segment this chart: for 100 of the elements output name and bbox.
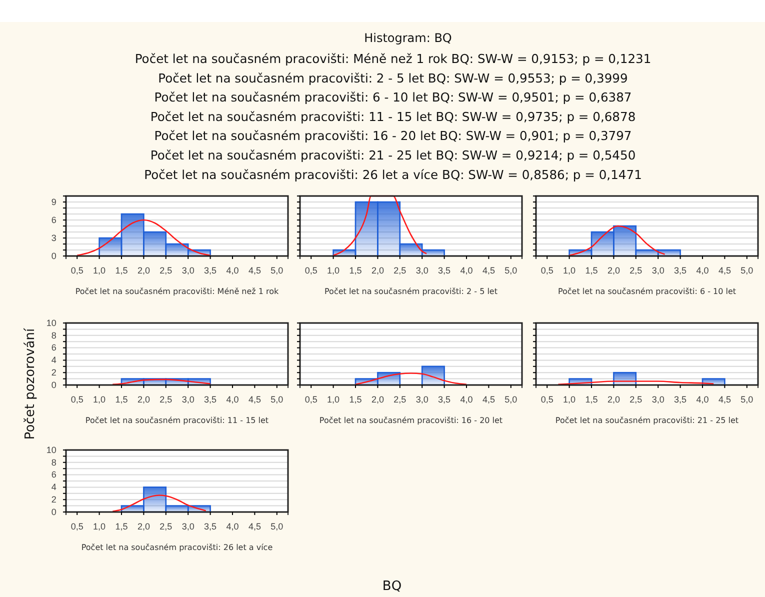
x-tick-label: 1,0 [563, 266, 576, 276]
x-tick-label: 2,0 [137, 266, 150, 276]
x-tick-label: 2,5 [394, 394, 406, 405]
x-tick-label: 4,0 [696, 266, 709, 276]
text: Počet let na současném pracovišti: 16 - 20 let BQ: SW-W = 0,901; p = 0,3797 [154, 129, 632, 144]
x-tick-label: 2,0 [371, 394, 384, 405]
x-tick-label: 2,0 [137, 522, 150, 532]
x-tick-label: 4,0 [226, 522, 239, 532]
y-tick-label: 4 [51, 482, 56, 492]
x-tick-label: 5,0 [504, 266, 518, 276]
x-axis-title: Počet let na současném pracovišti: 6 - 10 let [558, 287, 736, 296]
x-tick-label: 2,5 [630, 266, 642, 276]
line-series [76, 219, 211, 256]
x-tick-label: 2,0 [137, 394, 150, 405]
x-tick-label: 3,5 [674, 394, 687, 405]
x-tick-label: 3,5 [204, 266, 217, 276]
x-tick-label: 4,0 [226, 266, 239, 276]
x-tick-label: 0,5 [304, 266, 318, 276]
x-tick-label: 4,5 [248, 522, 261, 532]
x-tick-label: 4,5 [248, 266, 261, 276]
x-axis-title: Počet let na současném pracovišti: 26 let a více [81, 543, 273, 552]
x-tick-label: 3,5 [438, 394, 451, 405]
x-tick-label: 0,5 [70, 522, 84, 532]
y-tick-label: 2 [51, 494, 56, 504]
x-tick-label: 1,5 [115, 266, 128, 276]
x-tick-label: 4,5 [248, 394, 261, 405]
x-tick-label: 2,5 [630, 394, 642, 405]
x-tick-label: 3,0 [416, 266, 428, 276]
x-tick-label: 4,0 [460, 266, 473, 276]
x-tick-label: 1,0 [93, 522, 106, 532]
x-tick-label: 5,0 [740, 266, 754, 276]
x-tick-label: 1,5 [115, 522, 128, 532]
x-tick-label: 3,0 [652, 266, 664, 276]
x-tick-label: 0,5 [304, 394, 318, 405]
y-tick-label: 0 [51, 380, 56, 390]
x-tick-label: 1,5 [585, 394, 598, 405]
x-tick-label: 5,0 [270, 266, 284, 276]
x-tick-label: 4,0 [460, 394, 473, 405]
y-tick-label: 6 [51, 470, 56, 480]
x-tick-label: 0,5 [70, 394, 84, 405]
x-tick-label: 5,0 [504, 394, 518, 405]
x-tick-label: 2,0 [607, 266, 620, 276]
x-tick-label: 2,5 [160, 266, 172, 276]
y-tick-label: 8 [51, 330, 56, 340]
x-tick-label: 0,5 [540, 266, 554, 276]
x-tick-label: 4,0 [696, 394, 709, 405]
x-tick-label: 5,0 [270, 394, 284, 405]
x-axis-title: Počet let na současném pracovišti: Méně než 1 rok [75, 287, 280, 296]
x-tick-label: 1,0 [327, 394, 340, 405]
x-axis-title: Počet let na současném pracovišti: 11 - 15 let [85, 416, 269, 425]
x-tick-label: 3,5 [204, 522, 217, 532]
text: Počet let na současném pracovišti: 2 - 5 let BQ: SW-W = 0,9553; p = 0,3999 [158, 71, 628, 86]
x-tick-label: 3,5 [204, 394, 217, 405]
y-tick-label: 6 [51, 214, 56, 225]
x-tick-label: 0,5 [70, 266, 84, 276]
y-tick-label: 10 [46, 444, 56, 455]
x-tick-label: 4,5 [718, 394, 731, 405]
x-tick-label: 2,5 [160, 394, 172, 405]
x-tick-label: 3,0 [182, 394, 194, 405]
text: Počet let na současném pracovišti: 6 - 10 let BQ: SW-W = 0,9501; p = 0,6387 [154, 90, 632, 105]
x-tick-label: 4,5 [482, 394, 495, 405]
text: Počet let na současném pracovišti: Méně než 1 rok BQ: SW-W = 0,9153; p = 0,1231 [134, 52, 652, 66]
y-tick-label: 8 [51, 457, 56, 468]
y-tick-label: 3 [51, 232, 56, 243]
x-tick-label: 4,5 [482, 266, 495, 276]
x-tick-label: 3,0 [652, 394, 664, 405]
x-axis-title: Počet let na současném pracovišti: 21 - 25 let [555, 416, 739, 425]
text: Počet let na současném pracovišti: 11 - 15 let BQ: SW-W = 0,9735; p = 0,6878 [150, 110, 636, 124]
x-tick-label: 1,5 [115, 394, 128, 405]
x-tick-label: 1,0 [93, 394, 106, 405]
x-tick-label: 1,5 [349, 266, 362, 276]
x-tick-label: 2,0 [607, 394, 620, 405]
x-tick-label: 3,0 [416, 394, 428, 405]
y-tick-label: 0 [51, 506, 56, 517]
y-tick-label: 0 [51, 250, 56, 261]
x-tick-label: 0,5 [540, 394, 554, 405]
text: Histogram: BQ [364, 31, 452, 45]
x-tick-label: 2,0 [371, 266, 384, 276]
y-tick-label: 10 [46, 318, 56, 328]
text: Počet pozorování [23, 328, 38, 440]
y-tick-label: 2 [51, 367, 56, 378]
y-tick-label: 9 [51, 196, 56, 207]
y-tick-label: 4 [51, 355, 56, 366]
text: BQ [382, 579, 402, 594]
x-axis-title: Počet let na současném pracovišti: 2 - 5 let [324, 287, 498, 296]
x-tick-label: 4,0 [226, 394, 239, 405]
text: Počet let na současném pracovišti: 26 let a více BQ: SW-W = 0,8586; p = 0,1471 [144, 168, 642, 182]
x-tick-label: 4,5 [718, 266, 731, 276]
y-tick-label: 6 [51, 342, 56, 353]
x-tick-label: 1,0 [563, 394, 576, 405]
x-tick-label: 1,0 [327, 266, 340, 276]
x-tick-label: 3,0 [182, 266, 194, 276]
x-tick-label: 3,5 [674, 266, 687, 276]
text: Počet let na současném pracovišti: 21 - 25 let BQ: SW-W = 0,9214; p = 0,5450 [150, 148, 636, 162]
x-tick-label: 1,0 [93, 266, 106, 276]
x-tick-label: 1,5 [585, 266, 598, 276]
x-axis-title: Počet let na současném pracovišti: 16 - 20 let [319, 416, 503, 425]
x-tick-label: 5,0 [740, 394, 754, 405]
x-tick-label: 3,5 [438, 266, 451, 276]
x-tick-label: 1,5 [349, 394, 362, 405]
